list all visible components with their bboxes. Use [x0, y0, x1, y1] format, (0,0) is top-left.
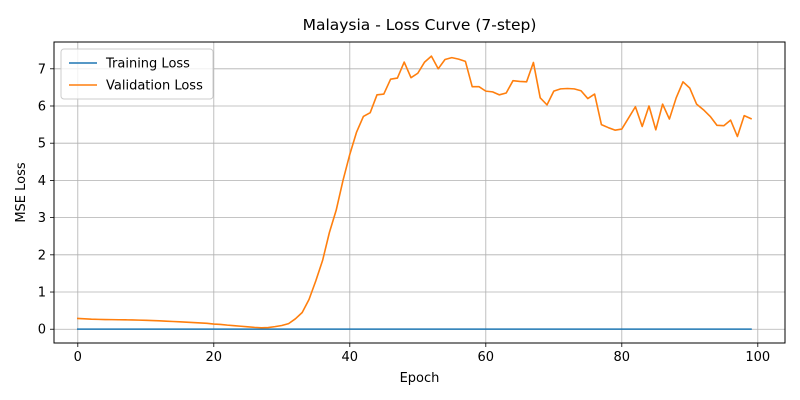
legend-label-training-loss: Training Loss [105, 57, 190, 72]
y-tick-label: 2 [38, 248, 46, 263]
x-tick-label: 40 [342, 350, 359, 365]
axis-ticks: 0 20 40 60 80 100 0 1 2 3 4 5 6 7 [38, 62, 770, 365]
x-axis-label: Epoch [400, 371, 440, 386]
y-tick-label: 3 [38, 211, 46, 226]
y-axis-label: MSE Loss [14, 162, 29, 223]
y-tick-label: 4 [38, 174, 46, 189]
x-tick-label: 60 [478, 350, 495, 365]
legend: Training Loss Validation Loss [60, 48, 214, 100]
plot-area-frame [53, 41, 786, 344]
x-tick-label: 20 [206, 350, 223, 365]
y-tick-label: 7 [38, 62, 46, 77]
x-tick-label: 100 [745, 350, 770, 365]
series-line-validation-loss [76, 55, 753, 329]
x-tick-label: 0 [74, 350, 82, 365]
chart-title: Malaysia - Loss Curve (7-step) [303, 16, 537, 34]
legend-label-validation-loss: Validation Loss [106, 79, 203, 94]
y-tick-label: 1 [38, 286, 46, 301]
x-tick-label: 80 [614, 350, 631, 365]
y-tick-label: 0 [38, 323, 46, 338]
y-tick-label: 5 [38, 137, 46, 152]
legend-box [60, 48, 214, 100]
y-tick-label: 6 [38, 99, 46, 114]
series-layer [76, 55, 753, 330]
